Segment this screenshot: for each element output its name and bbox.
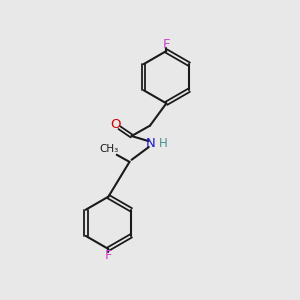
Text: F: F xyxy=(105,249,112,262)
Text: H: H xyxy=(158,137,167,150)
Text: O: O xyxy=(110,118,121,131)
Text: CH₃: CH₃ xyxy=(100,144,119,154)
Text: N: N xyxy=(146,137,156,150)
Text: F: F xyxy=(163,38,170,51)
